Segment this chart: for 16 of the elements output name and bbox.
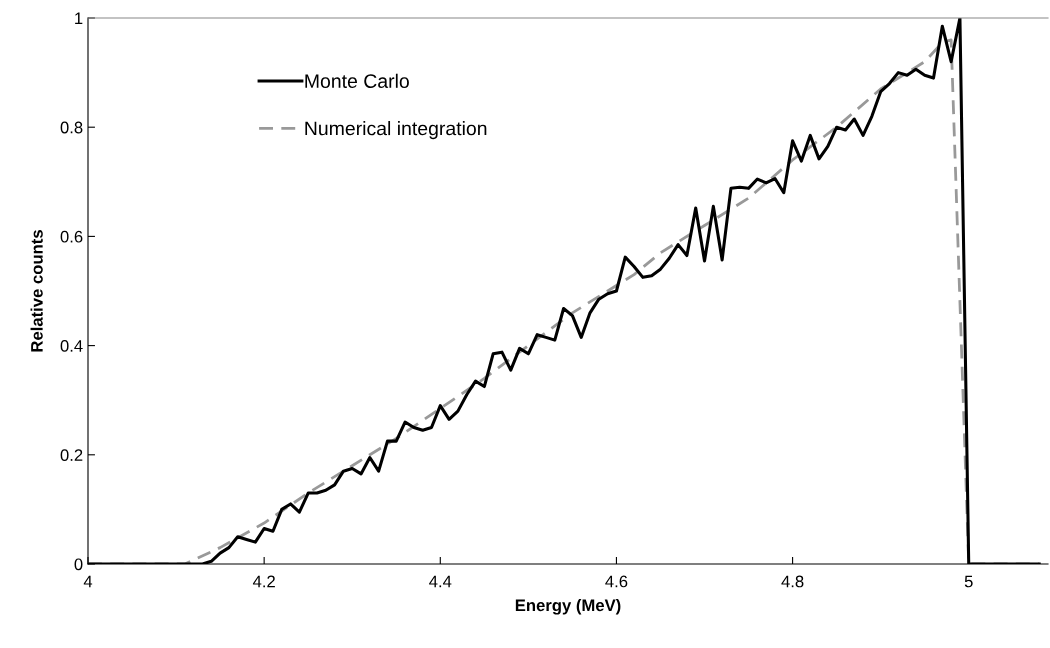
x-tick-label: 5 bbox=[964, 575, 973, 588]
x-tick-label: 4 bbox=[83, 575, 93, 588]
y-tick-label: 0.6 bbox=[60, 230, 83, 243]
y-tick-label: 1 bbox=[75, 12, 83, 25]
y-tick-label: 0.4 bbox=[60, 340, 83, 352]
y-tick-label: 0.8 bbox=[60, 121, 83, 134]
y-tick-label: 0 bbox=[74, 558, 83, 571]
legend-label: Numerical integration bbox=[305, 121, 487, 140]
x-tick-label: 4.2 bbox=[252, 575, 275, 588]
x-tick-label: 4.6 bbox=[605, 575, 628, 588]
legend-label: Monte Carlo bbox=[305, 73, 409, 88]
y-axis-title: Relative counts bbox=[30, 230, 43, 352]
x-tick-label: 4.4 bbox=[429, 575, 452, 588]
y-tick-label: 0.2 bbox=[60, 449, 83, 461]
x-axis-title: Energy (MeV) bbox=[515, 598, 621, 615]
x-tick-label: 4.8 bbox=[781, 575, 804, 588]
